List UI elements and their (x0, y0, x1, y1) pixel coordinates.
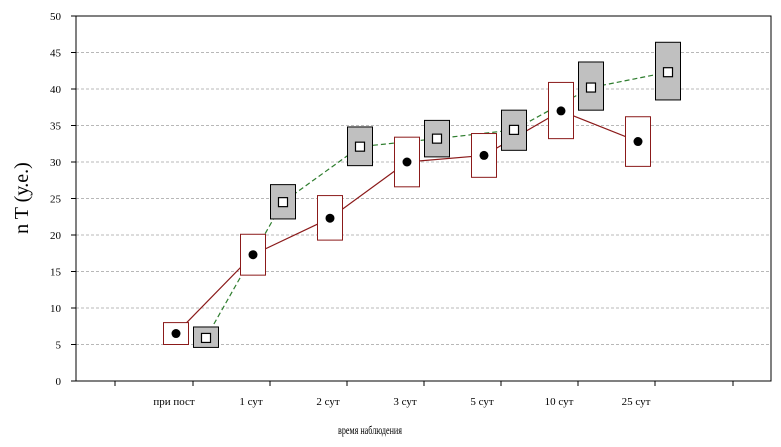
series-2-point (431, 133, 443, 144)
series-2-point (277, 197, 289, 208)
series-2-point (200, 332, 212, 344)
y-tick-label: 20 (50, 230, 62, 242)
y-tick-label: 30 (50, 157, 62, 169)
y-tick-label: 5 (56, 340, 62, 352)
x-tick-label: 5 сут (470, 396, 493, 408)
series-2-point (354, 141, 366, 152)
series-1-point (248, 250, 258, 260)
x-tick-label: при пост (153, 396, 195, 408)
series-1-point (171, 329, 181, 339)
series-2-box (270, 184, 296, 220)
y-axis-ticks: 0 5 10 15 20 25 30 35 40 45 50 (50, 11, 76, 388)
series-layer (163, 41, 681, 348)
series-2-point (662, 67, 674, 78)
y-tick-label: 35 (50, 121, 62, 133)
y-tick-label: 0 (56, 376, 62, 388)
series-1-point (633, 137, 643, 147)
series-1-point (325, 213, 335, 223)
y-tick-label: 40 (50, 84, 62, 96)
series-1-point (479, 150, 489, 160)
series-1-point (556, 106, 566, 116)
y-tick-label: 25 (50, 194, 62, 206)
x-tick-label: 2 сут (316, 396, 339, 408)
y-tick-label: 50 (50, 11, 62, 23)
x-tick-label: 3 сут (393, 396, 416, 408)
series-2-point (585, 82, 597, 93)
y-tick-label: 10 (50, 303, 62, 315)
x-tick-label: 25 сут (622, 396, 651, 408)
x-axis-ticks: при пост 1 сут 2 сут 3 сут 5 сут 10 сут 25 сут (114, 381, 734, 408)
series-2-point (508, 124, 520, 135)
series-1-point (402, 157, 412, 167)
x-tick-label: 1 сут (239, 396, 262, 408)
x-axis-label: время наблюдения (338, 423, 402, 437)
y-tick-label: 45 (50, 48, 62, 60)
y-axis-label: n T (у.е.) (11, 162, 33, 234)
y-tick-label: 15 (50, 267, 62, 279)
x-tick-label: 10 сут (545, 396, 574, 408)
grid-lines (76, 52, 771, 345)
series-1-box (625, 116, 651, 167)
